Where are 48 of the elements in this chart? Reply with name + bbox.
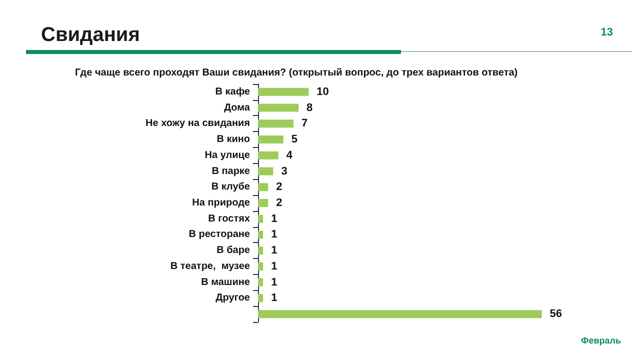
- data-label: 1: [271, 292, 278, 304]
- data-label: 10: [316, 86, 329, 98]
- y-tick-label: В гостях: [208, 213, 250, 224]
- data-label: 1: [271, 212, 278, 225]
- bar: [258, 183, 268, 192]
- bar: [258, 88, 309, 96]
- bar: [258, 167, 274, 176]
- data-label: 5: [291, 134, 298, 146]
- bar: [258, 262, 264, 270]
- bar: [258, 294, 264, 302]
- data-label: 2: [276, 181, 282, 194]
- bar: [258, 120, 294, 128]
- chart-subtitle: Где чаще всего проходят Ваши свидания? (открытый вопрос, до трех вариантов ответа): [75, 68, 518, 78]
- y-tick-label: Другое: [216, 292, 250, 304]
- data-label: 7: [301, 118, 308, 130]
- text: Свидания: [41, 24, 140, 46]
- y-tick-label: В клубе: [211, 182, 250, 193]
- y-tick-label: На природе: [192, 198, 250, 208]
- y-tick-label: В машине: [201, 276, 250, 288]
- data-label: 1: [271, 260, 278, 272]
- data-label: 2: [276, 197, 282, 209]
- bar: [258, 104, 299, 112]
- text: 13: [600, 26, 614, 38]
- bar: [258, 246, 264, 255]
- data-label: 1: [271, 276, 278, 288]
- y-tick-label: В ресторане: [188, 229, 250, 240]
- data-label: 1: [271, 228, 278, 241]
- bar: [258, 151, 278, 160]
- text: Февраль: [581, 336, 622, 346]
- bar: [258, 199, 268, 207]
- y-tick-label: На улице: [204, 150, 250, 161]
- data-label: 4: [286, 149, 294, 162]
- bar: [258, 214, 264, 223]
- data-label: 1: [271, 244, 278, 257]
- bar: [258, 136, 284, 144]
- y-tick-label: В баре: [216, 245, 250, 256]
- data-label: 56: [550, 308, 562, 320]
- data-label: 3: [281, 165, 288, 178]
- y-tick-label: Не хожу на свидания: [146, 118, 250, 130]
- y-tick-label: В кафе: [215, 86, 250, 98]
- y-tick-label: Дома: [224, 102, 250, 114]
- y-tick-label: В театре, музее: [170, 260, 250, 272]
- data-label: 8: [306, 102, 313, 114]
- y-tick-label: В кино: [216, 134, 250, 146]
- bar: [258, 230, 264, 239]
- bar: [258, 310, 542, 318]
- bar: [258, 278, 264, 286]
- y-tick-label: В парке: [212, 166, 250, 177]
